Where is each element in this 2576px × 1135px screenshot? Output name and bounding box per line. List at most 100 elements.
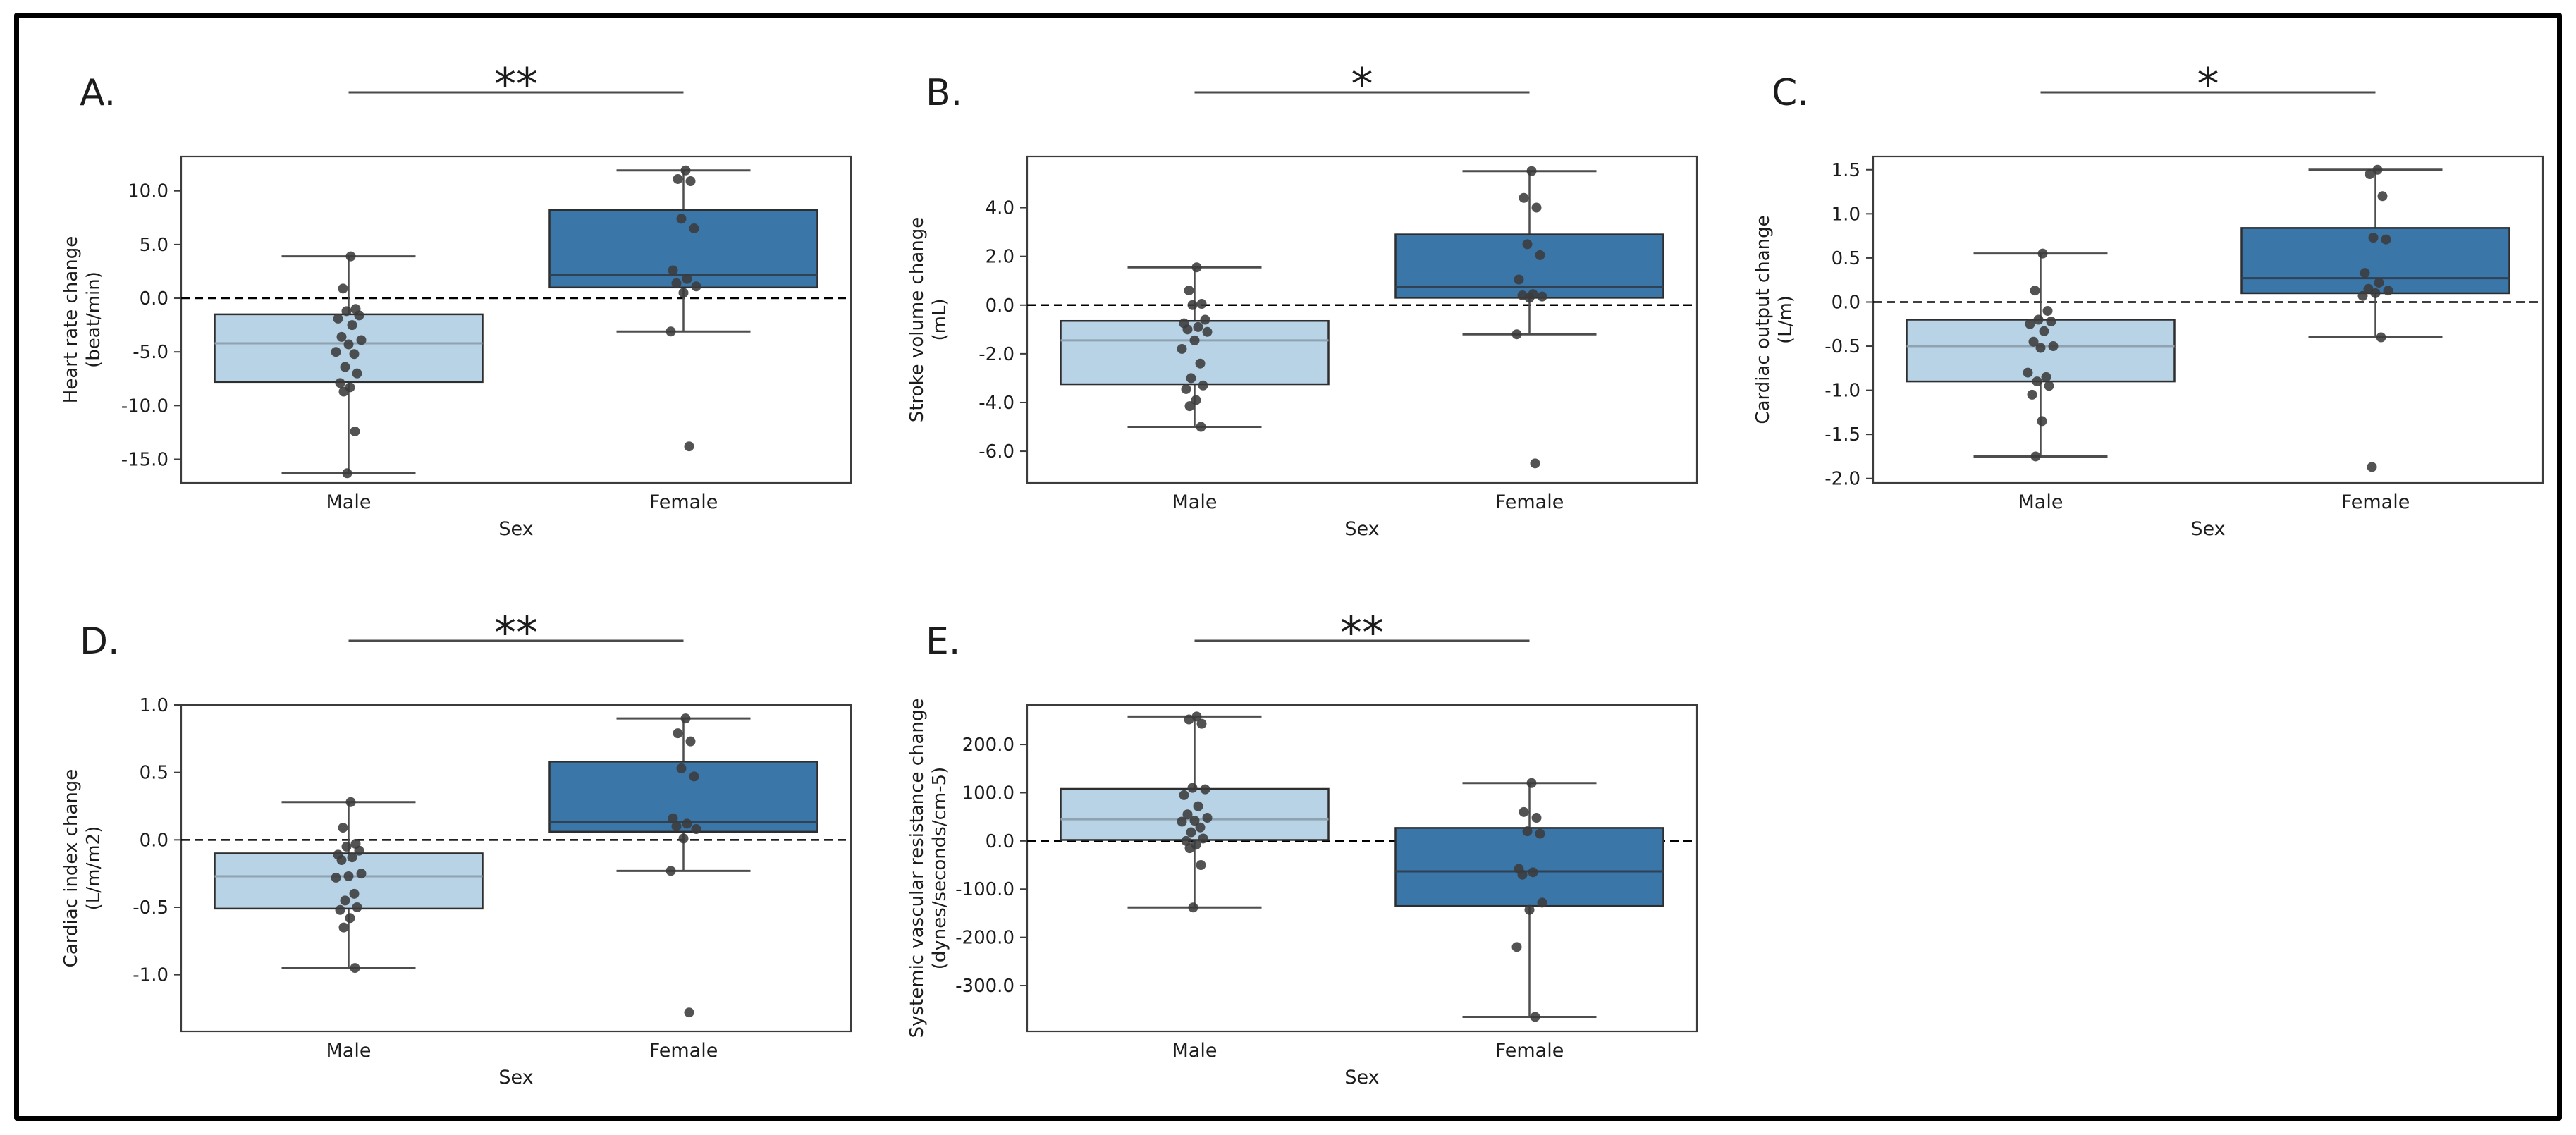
- x-category-label-female: Female: [649, 491, 718, 513]
- female-data-point: [1519, 192, 1529, 203]
- male-data-point: [1188, 902, 1198, 913]
- female-data-point: [680, 713, 691, 724]
- female-data-point: [684, 1007, 694, 1018]
- male-data-point: [1182, 324, 1193, 335]
- female-data-point: [2368, 233, 2379, 243]
- male-data-point: [1184, 401, 1195, 412]
- y-tick-label: -10.0: [121, 395, 168, 417]
- panel-grid: A. ** 10.0 5.0 0.0 -5.0 -10.0 -15.0 Heart rate c…: [19, 18, 2557, 1116]
- significance-stars: **: [494, 59, 538, 110]
- male-data-point: [349, 349, 360, 360]
- female-data-point: [2360, 268, 2370, 278]
- female-data-point: [668, 813, 678, 823]
- male-data-point: [1182, 809, 1193, 820]
- y-axis-label-unit: (L/m/m2): [83, 826, 104, 911]
- x-axis-label: Sex: [1344, 1067, 1379, 1088]
- female-data-point: [684, 441, 694, 452]
- male-data-point: [340, 895, 350, 906]
- female-data-point: [2363, 283, 2374, 294]
- male-data-point: [1196, 860, 1206, 871]
- male-data-point: [2027, 389, 2037, 400]
- female-data-point: [680, 165, 691, 176]
- female-data-point: [1511, 942, 1522, 952]
- male-data-point: [331, 872, 341, 883]
- female-data-point: [2357, 290, 2368, 301]
- y-tick-label: 0.0: [986, 295, 1014, 317]
- male-data-point: [1191, 711, 1202, 722]
- male-data-point: [2033, 314, 2044, 325]
- y-tick-label: -6.0: [979, 441, 1014, 462]
- panel-a-heart-rate-change: A. ** 10.0 5.0 0.0 -5.0 -10.0 -15.0 Heart rate c…: [19, 19, 865, 568]
- female-data-point: [1537, 897, 1547, 908]
- female-data-point: [685, 736, 696, 747]
- male-data-point: [356, 335, 367, 345]
- male-data-point: [335, 904, 345, 915]
- female-data-point: [1524, 293, 1535, 303]
- female-data-point: [678, 288, 689, 298]
- male-data-point: [331, 347, 341, 357]
- female-data-point: [2377, 191, 2388, 202]
- figure-frame: A. ** 10.0 5.0 0.0 -5.0 -10.0 -15.0 Heart rate c…: [14, 13, 2562, 1121]
- y-tick-label: -2.0: [979, 344, 1014, 365]
- male-data-point: [338, 922, 349, 933]
- male-data-point: [347, 852, 357, 863]
- male-data-point: [1184, 286, 1194, 296]
- panel-b-stroke-volume-change: B. * 4.0 2.0 0.0 -2.0 -4.0 -6.0 Stroke volume ch…: [865, 19, 1711, 568]
- female-data-point: [2372, 164, 2383, 175]
- plot-area-border: [1026, 155, 1698, 484]
- female-data-point: [1530, 458, 1540, 469]
- y-axis-label-unit: (L/m): [1775, 295, 1796, 344]
- panel-label: E.: [926, 620, 960, 663]
- male-data-point: [1191, 262, 1202, 273]
- male-data-point: [1196, 299, 1207, 309]
- y-tick-label: -200.0: [955, 928, 1014, 949]
- male-data-point: [345, 913, 355, 924]
- male-data-point: [1184, 714, 1194, 725]
- boxplot-stroke-volume-change: B. * 4.0 2.0 0.0 -2.0 -4.0 -6.0 Stroke volume ch…: [907, 59, 1698, 540]
- boxplot-systemic-vascular-resistance-change: E. ** 200.0 100.0 0.0 -100.0 -200.0 -300.0 Syste…: [907, 607, 1698, 1088]
- male-data-point: [2039, 326, 2049, 336]
- female-data-point: [682, 274, 692, 284]
- y-axis-label: Systemic vascular resistance change: [907, 699, 928, 1038]
- panel-label: C.: [1772, 72, 1809, 114]
- x-category-label-male: Male: [2018, 491, 2063, 513]
- y-tick-label: 1.0: [1832, 204, 1860, 225]
- male-data-point: [338, 283, 348, 294]
- female-data-point: [2367, 462, 2377, 472]
- x-category-label-female: Female: [649, 1040, 718, 1062]
- male-data-point: [341, 306, 352, 317]
- y-tick-label: 4.0: [986, 198, 1014, 219]
- male-data-point: [338, 386, 349, 397]
- female-data-point: [2365, 169, 2375, 180]
- significance-stars: *: [2197, 59, 2219, 110]
- male-data-point: [1195, 822, 1206, 833]
- female-data-point: [1514, 274, 1524, 285]
- male-data-point: [352, 368, 362, 379]
- male-data-point: [350, 963, 360, 974]
- male-data-point: [1198, 833, 1208, 844]
- male-data-point: [2030, 451, 2041, 462]
- x-category-label-male: Male: [1172, 491, 1218, 513]
- female-data-point: [1526, 778, 1537, 788]
- female-data-point: [666, 326, 676, 337]
- y-tick-label: -1.0: [1824, 381, 1860, 402]
- male-data-point: [1195, 358, 1206, 369]
- male-data-point: [1198, 380, 1208, 391]
- male-data-point: [356, 869, 367, 879]
- female-data-point: [1526, 166, 1537, 176]
- female-data-point: [2376, 332, 2386, 343]
- male-data-point: [342, 468, 352, 479]
- male-data-point: [2037, 416, 2047, 427]
- y-axis-label-unit: (beat/min): [83, 271, 104, 368]
- y-tick-label: -5.0: [133, 342, 168, 363]
- boxplot-cardiac-output-change: C. * 1.5 1.0 0.5 0.0 -0.5 -1.0 -1.5 -2.0 Cardiac o…: [1753, 59, 2544, 540]
- x-category-label-female: Female: [1495, 1040, 1564, 1062]
- male-data-point: [1193, 801, 1203, 811]
- male-data-point: [336, 855, 347, 866]
- y-axis-label: Cardiac index change: [61, 769, 82, 968]
- male-data-point: [1202, 813, 1213, 823]
- panel-c-cardiac-output-change: C. * 1.5 1.0 0.5 0.0 -0.5 -1.0 -1.5 -2.0 Cardiac o…: [1711, 19, 2557, 568]
- male-data-point: [1196, 718, 1207, 729]
- y-tick-label: 1.5: [1832, 160, 1860, 181]
- boxplot-cardiac-index-change: D. ** 1.0 0.5 0.0 -0.5 -1.0 Cardiac index chang…: [61, 607, 852, 1088]
